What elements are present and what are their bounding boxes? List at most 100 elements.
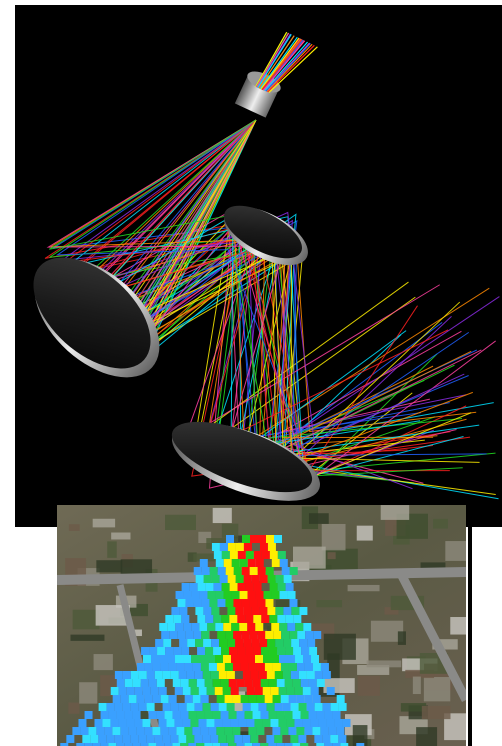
plume-cell [181,679,189,687]
plume-cell [215,623,223,631]
plume-cell [259,703,267,711]
plume-cell [291,671,299,679]
plume-cell [185,599,193,607]
plume-cell [259,671,267,679]
plume-cell [250,567,258,575]
plume-cell [285,647,293,655]
plume-cell [183,687,191,695]
plume-cell [254,719,262,727]
plume-cell [286,719,294,727]
plume-cell [234,735,242,743]
plume-cell [223,687,231,695]
aerial-patch [353,725,368,746]
plume-cell [179,671,187,679]
plume-cell [251,703,259,711]
plume-cell [109,711,117,719]
plume-cell [171,607,179,615]
plume-cell [250,535,258,543]
plume-cell [283,639,291,647]
plume-cell [216,727,224,735]
plume-cell [328,727,336,735]
figure [0,0,502,746]
plume-cell [137,695,145,703]
plume-cell [176,727,184,735]
plume-cell [197,711,205,719]
plume-cell [185,631,193,639]
plume-cell [318,719,326,727]
plume-cell [267,671,275,679]
aerial-image [57,505,475,746]
plume-cell [145,695,153,703]
plume-cell [197,647,205,655]
plume-cell [259,639,267,647]
plume-cell [284,575,292,583]
plume-cell [229,711,237,719]
plume-cell [261,711,269,719]
plume-cell [222,551,230,559]
plume-cell [125,679,133,687]
plume-cell [192,727,200,735]
plume-cell [181,647,189,655]
plume-cell [222,583,230,591]
plume-cell [119,687,127,695]
plume-cell [200,559,208,567]
plume-cell [102,719,110,727]
plume-cell [200,591,208,599]
plume-cell [139,703,147,711]
aerial-patch [367,660,402,667]
plume-cell [189,711,197,719]
plume-cell [303,655,311,663]
plume-cell [270,583,278,591]
plume-cell [151,687,159,695]
plume-cell [269,615,277,623]
plume-cell [191,623,199,631]
plume-cell [312,727,320,735]
plume-cell [178,735,186,743]
plume-cell [177,663,185,671]
plume-cell [295,687,303,695]
plume-cell [141,679,149,687]
plume-cell [145,663,153,671]
plume-cell [257,599,265,607]
plume-cell [263,687,271,695]
plume-cell [218,735,226,743]
plume-cell [131,671,139,679]
plume-cell [167,655,175,663]
plume-cell [285,711,293,719]
plume-cell [133,711,141,719]
plume-cell [130,735,138,743]
plume-cell [326,719,334,727]
plume-cell [233,631,241,639]
plume-cell [191,655,199,663]
plume-cell [72,727,80,735]
plume-cell [162,735,170,743]
plume-cell [221,647,229,655]
aerial-patch [357,526,373,541]
plume-cell [208,727,216,735]
aerial-patch [68,703,79,714]
plume-cell [129,695,137,703]
plume-cell [278,719,286,727]
plume-cell [278,583,286,591]
plume-cell [80,727,88,735]
plume-cell [244,575,252,583]
plume-cell [297,631,305,639]
plume-cell [241,695,249,703]
plume-cell [289,631,297,639]
plume-cell [309,647,317,655]
plume-cell [161,695,169,703]
plume-cell [299,671,307,679]
plume-cell [297,695,305,703]
plume-cell [277,647,285,655]
plume-cell [245,679,253,687]
plume-cell [139,671,147,679]
plume-cell [118,719,126,727]
plume-cell [255,655,263,663]
aerial-patch [293,547,326,569]
plume-cell [82,735,90,743]
plume-cell [265,631,273,639]
plume-cell [258,567,266,575]
plume-cell [195,607,203,615]
plume-cell [159,623,167,631]
plume-cell [287,655,295,663]
